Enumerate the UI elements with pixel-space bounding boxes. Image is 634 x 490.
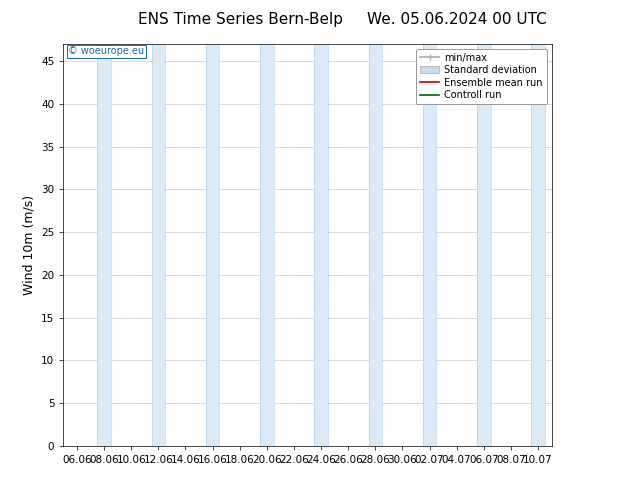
Text: We. 05.06.2024 00 UTC: We. 05.06.2024 00 UTC	[366, 12, 547, 27]
Bar	[531, 44, 545, 446]
Bar	[423, 44, 436, 446]
Bar	[314, 44, 328, 446]
Text: © woeurope.eu: © woeurope.eu	[68, 46, 145, 56]
Text: ENS Time Series Bern-Belp: ENS Time Series Bern-Belp	[138, 12, 344, 27]
Bar	[477, 44, 491, 446]
Bar	[152, 44, 165, 446]
Bar	[97, 44, 111, 446]
Bar	[206, 44, 219, 446]
Legend: min/max, Standard deviation, Ensemble mean run, Controll run: min/max, Standard deviation, Ensemble me…	[416, 49, 547, 104]
Y-axis label: Wind 10m (m/s): Wind 10m (m/s)	[23, 195, 36, 295]
Bar	[368, 44, 382, 446]
Bar	[260, 44, 274, 446]
